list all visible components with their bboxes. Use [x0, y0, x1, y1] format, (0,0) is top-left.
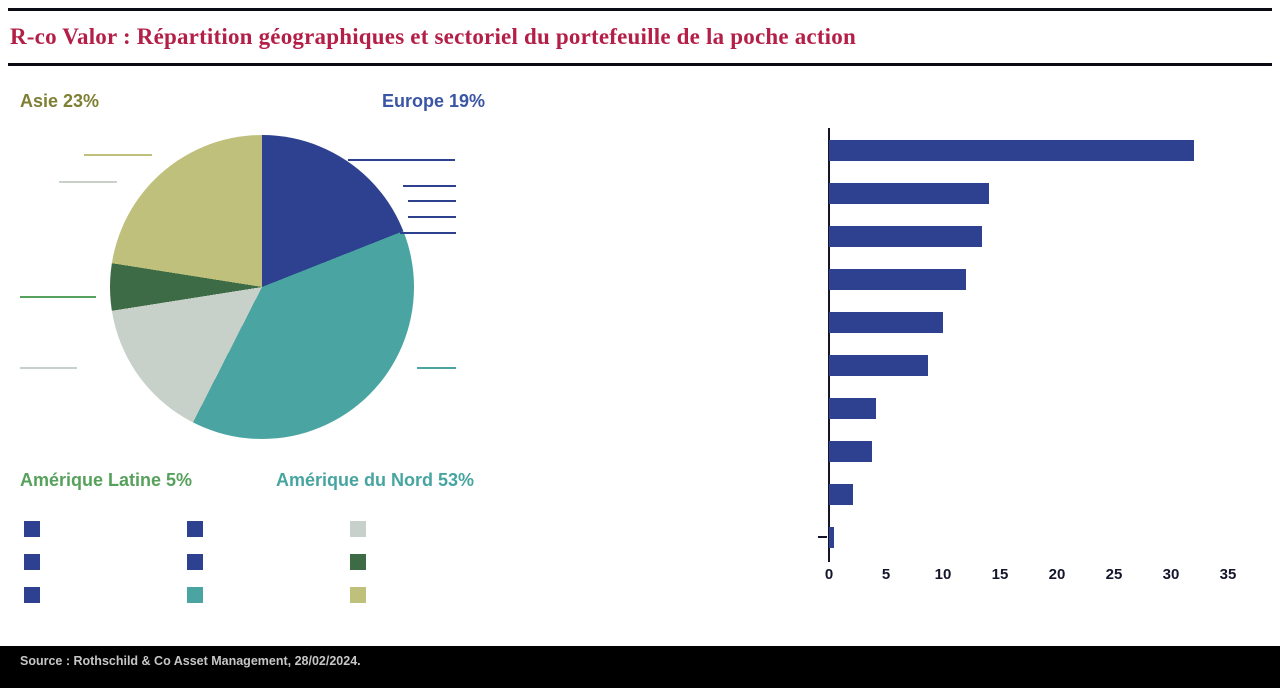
pie-label-asie: Asie 23% [20, 91, 100, 111]
pie-label-amerique-du-nord: Amérique du Nord 53% [276, 470, 475, 490]
title-rule [8, 63, 1272, 66]
x-tick-label: 10 [934, 566, 952, 583]
bar [829, 226, 982, 247]
leader-line [20, 367, 77, 369]
pie [110, 135, 414, 439]
x-tick-label: 25 [1105, 566, 1123, 583]
legend-swatch [350, 554, 366, 570]
leader-line [403, 185, 456, 187]
pie-label-amerique-latine: Amérique Latine 5% [20, 470, 193, 490]
leader-line [20, 296, 96, 298]
legend-swatch [187, 554, 203, 570]
leader-line [348, 159, 455, 161]
leader-line [84, 154, 152, 156]
pie-legend [24, 521, 374, 611]
x-tick-label: 35 [1219, 566, 1237, 583]
bar [829, 269, 966, 290]
x-tick-label: 0 [824, 566, 834, 583]
x-tick-label: 20 [1048, 566, 1066, 583]
leader-line [400, 232, 456, 234]
leader-line [59, 181, 117, 183]
legend-swatch [24, 554, 40, 570]
bar [829, 355, 929, 376]
legend-swatch [24, 587, 40, 603]
x-tick-label: 15 [991, 566, 1009, 583]
x-tick-label: 30 [1162, 566, 1180, 583]
legend-swatch [187, 587, 203, 603]
pie-label-europe: Europe 19% [382, 91, 486, 111]
top-rule [8, 8, 1272, 11]
x-tick-label: 5 [881, 566, 891, 583]
axis-tick-mark [818, 536, 827, 538]
source-text: Source : Rothschild & Co Asset Managemen… [20, 654, 361, 668]
leader-line [408, 200, 456, 202]
bar [829, 398, 876, 419]
bar-axis-line [828, 128, 830, 562]
page-title: R-co Valor : Répartition géographiques e… [10, 24, 856, 49]
bar [829, 312, 943, 333]
bar [829, 140, 1194, 161]
bar [829, 183, 989, 204]
legend-swatch [24, 521, 40, 537]
bar [829, 441, 873, 462]
legend-swatch [350, 521, 366, 537]
bar [829, 484, 853, 505]
legend-swatch [350, 587, 366, 603]
footer: Source : Rothschild & Co Asset Managemen… [0, 646, 1280, 688]
leader-line [417, 367, 456, 369]
bar [829, 527, 834, 548]
leader-line [408, 216, 456, 218]
legend-swatch [187, 521, 203, 537]
